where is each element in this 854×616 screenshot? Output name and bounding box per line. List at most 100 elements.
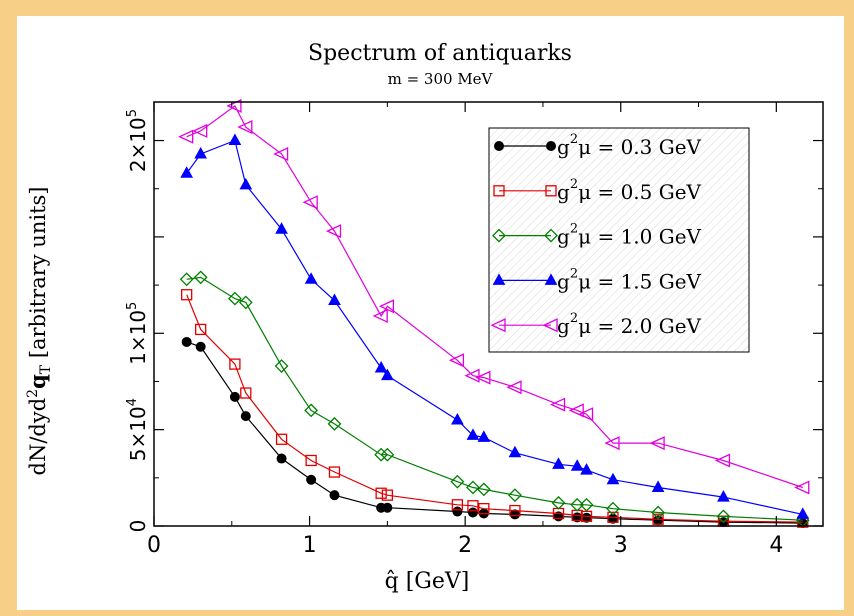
legend-entry-1: g2μ = 0.5 GeV — [493, 177, 702, 204]
series-2-point — [466, 480, 480, 495]
series-1-point — [181, 289, 193, 301]
series-2-point — [508, 488, 522, 503]
series-3-point — [796, 507, 810, 519]
y-axis-label-sub: T — [38, 364, 54, 374]
series-2-point — [551, 495, 566, 510]
series-1-point — [451, 499, 464, 511]
series-4-point — [464, 368, 480, 383]
legend-label: g2μ = 0.5 GeV — [557, 177, 702, 204]
chart-frame: Spectrum of antiquarks m = 300 MeV 0 1 2 3 4… — [17, 16, 844, 610]
legend-label: g2μ = 1.5 GeV — [557, 266, 702, 293]
series-0-point — [653, 515, 664, 526]
series-4-point — [226, 98, 242, 113]
series-4 — [178, 98, 810, 495]
series-3-point — [477, 430, 491, 442]
series-4-point — [192, 123, 208, 138]
legend-marker — [545, 185, 557, 197]
series-2-point — [327, 416, 342, 431]
series-1-point — [375, 487, 387, 499]
series-1-point — [195, 323, 207, 336]
legend-marker — [492, 273, 506, 285]
y-axis-label-sup: 2 — [25, 389, 41, 398]
series-4-point — [378, 299, 395, 314]
legend-marker — [493, 185, 505, 197]
series-0-point — [181, 336, 192, 347]
series-3-point — [304, 272, 318, 284]
series-2-point — [651, 505, 666, 520]
plot-frame — [153, 101, 824, 527]
series-4-point — [506, 380, 522, 395]
legend-marker — [544, 228, 558, 243]
legend-marker — [494, 141, 504, 151]
x-tick-label: 2 — [458, 533, 472, 558]
series-1 — [181, 289, 809, 528]
series-3-point — [374, 360, 388, 373]
series-1-point — [607, 511, 619, 523]
series-4-point — [273, 147, 289, 162]
series-3-point — [606, 472, 620, 485]
antiquark-spectrum-chart: Spectrum of antiquarks m = 300 MeV 0 1 2 3 4… — [25, 41, 824, 594]
series-2-point — [227, 291, 242, 306]
series-4-point — [372, 308, 388, 323]
legend-label: g2μ = 1.0 GeV — [557, 222, 702, 249]
y-axis-label-prefix: dN/dyd — [26, 398, 50, 476]
series-2-point — [579, 497, 594, 512]
legend-box — [488, 127, 750, 353]
series-0-point — [195, 341, 206, 352]
legend-entry-3: g2μ = 1.5 GeV — [492, 266, 702, 293]
series-2-point — [193, 270, 208, 285]
series-1-point — [381, 489, 394, 501]
series-2-point — [716, 509, 731, 524]
series-4-point — [714, 453, 731, 468]
series-1-point — [305, 454, 317, 467]
series-2-point — [238, 295, 253, 310]
series-0-point — [452, 506, 463, 517]
series-3-point — [328, 293, 341, 306]
series-4-point — [577, 407, 594, 422]
series-3-point — [239, 177, 253, 190]
x-axis-label: q̂ [GeV] — [385, 569, 470, 594]
series-3-point — [466, 428, 480, 440]
series-2-point — [179, 272, 194, 287]
series-3 — [180, 133, 810, 519]
legend-label: g2μ = 2.0 GeV — [557, 311, 702, 338]
series-0-point — [240, 411, 251, 422]
series-2-line — [186, 276, 803, 521]
series-3-point — [570, 459, 584, 471]
legend: g2μ = 0.3 GeV g2μ = 0.5 GeV g2μ = 1.0 GeV g… — [488, 127, 750, 353]
x-tick-label: 3 — [614, 533, 628, 558]
legend-entry-0: g2μ = 0.3 GeV — [494, 132, 702, 159]
series-0-point — [229, 391, 240, 402]
series-3-point — [552, 457, 565, 469]
series-3-point — [717, 490, 730, 502]
legend-label: g2μ = 0.3 GeV — [557, 132, 702, 159]
series-1-point — [275, 433, 288, 445]
series-0-point — [467, 507, 478, 518]
series-3-point — [381, 368, 394, 381]
axes: 0 1 2 3 4 0 5×104 1×105 2×105 — [125, 101, 824, 558]
series-0-point — [329, 490, 340, 501]
legend-marker — [544, 273, 558, 285]
series-0-point — [382, 502, 393, 513]
chart-subtitle: m = 300 MeV — [388, 70, 494, 88]
series-1-point — [240, 387, 252, 399]
series-3-line — [186, 139, 803, 515]
series-2-point — [380, 447, 395, 462]
series-3-point — [580, 463, 593, 475]
series-1-point — [467, 500, 479, 512]
series-0-point — [306, 474, 317, 485]
series-2-point — [570, 497, 585, 512]
series-3-point — [194, 146, 208, 159]
series-3-point — [451, 412, 464, 425]
legend-entry-2: g2μ = 1.0 GeV — [492, 222, 702, 249]
series-4-point — [604, 436, 620, 451]
legend-marker — [492, 228, 506, 243]
x-tick-label: 0 — [147, 533, 161, 558]
series-3-point — [651, 480, 665, 492]
y-tick-label: 2×105 — [125, 109, 150, 172]
series-1-point — [652, 513, 664, 525]
series-2-point — [450, 474, 465, 489]
series-2-point — [476, 482, 491, 497]
series-4-point — [549, 397, 566, 412]
legend-marker — [546, 141, 556, 151]
